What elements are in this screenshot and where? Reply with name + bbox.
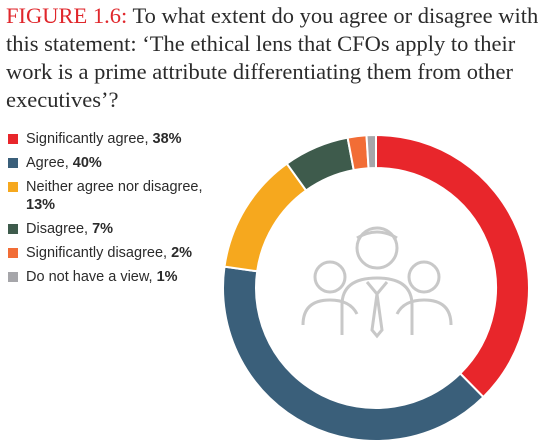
figure-label: FIGURE 1.6: [6,3,128,28]
legend-item: Disagree, 7% [8,220,213,238]
legend-swatch [8,272,18,282]
legend-label: Significantly agree, [26,131,149,147]
value-label: 38% [152,131,182,147]
legend-item: Neither agree nor disagree, 13% [8,178,213,214]
legend-item: Do not have a view, 1% [8,268,213,286]
value-label: 13% [26,197,56,213]
value-label: 40% [72,155,102,171]
title-block: FIGURE 1.6: To what extent do you agree … [6,2,551,114]
legend-swatch [8,158,18,168]
donut-segment [365,133,377,170]
legend-item: Significantly disagree, 2% [8,244,213,262]
value-label: 1% [156,269,178,285]
legend-label: Agree, [26,155,69,171]
chart-title: To what extent do you agree or disagree … [6,3,539,112]
legend-label: Neither agree nor disagree, [26,179,203,195]
people-icon [301,226,453,339]
legend-item: Significantly agree, 38% [8,130,213,148]
donut-segment [223,162,308,273]
legend-label: Significantly disagree, [26,245,168,261]
legend-swatch [8,248,18,258]
legend-label: Do not have a view, [26,269,153,285]
legend-item: Agree, 40% [8,154,213,172]
legend-label: Disagree, [26,221,89,237]
value-label: 2% [171,245,193,261]
donut-segment [222,265,485,442]
legend-swatch [8,134,18,144]
value-label: 7% [92,221,114,237]
legend-swatch [8,224,18,234]
donut-segment [375,133,530,399]
legend-swatch [8,182,18,192]
legend: Significantly agree, 38% Agree, 40% Neithe… [8,130,213,292]
